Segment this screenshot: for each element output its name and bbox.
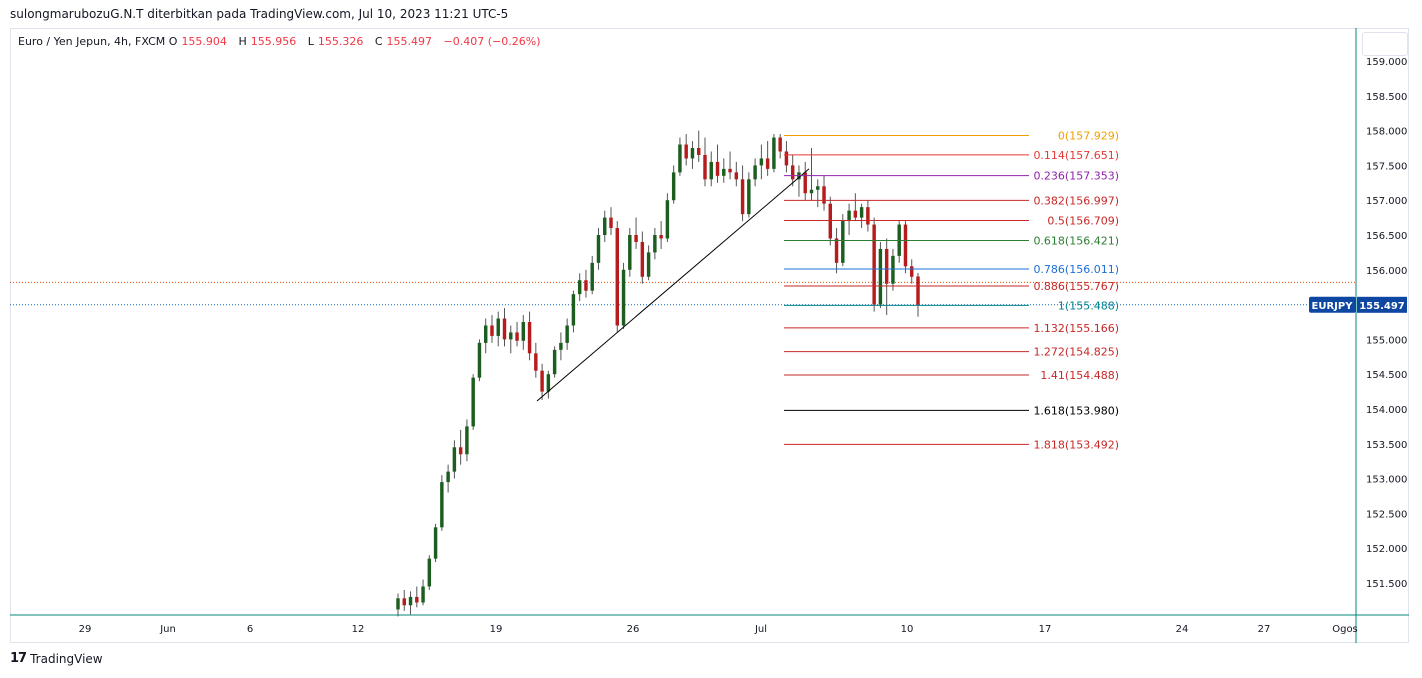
symbol-title: Euro / Yen Jepun, 4h, FXCM	[18, 35, 166, 48]
chart-frame	[10, 28, 1409, 643]
settings-button[interactable]	[1362, 32, 1408, 56]
publication-header: sulongmarubozuG.N.T diterbitkan pada Tra…	[10, 7, 509, 21]
close-value: 155.497	[386, 35, 433, 48]
tradingview-mark-icon: 17	[10, 651, 27, 666]
open-value: 155.904	[181, 35, 227, 48]
high-value: 155.956	[250, 35, 297, 48]
low-label: L	[307, 35, 314, 48]
tradingview-logo[interactable]: 17 TradingView	[10, 651, 103, 666]
brand-label: TradingView	[30, 651, 103, 666]
symbol-legend: Euro / Yen Jepun, 4h, FXCM O 155.904 H 155…	[18, 35, 545, 48]
low-value: 155.326	[317, 35, 364, 48]
close-label: C	[374, 35, 383, 48]
high-label: H	[238, 35, 247, 48]
change-value: −0.407 (−0.26%)	[443, 35, 541, 48]
open-label: O	[168, 35, 178, 48]
